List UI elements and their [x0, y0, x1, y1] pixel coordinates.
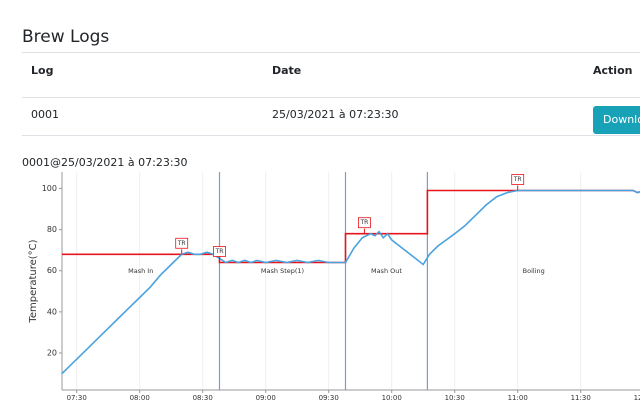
step-label: Boiling [523, 267, 545, 275]
log-cell: 0001 [31, 108, 59, 121]
series-line [61, 189, 640, 375]
y-tick-label: 60 [47, 266, 57, 275]
step-label: Mash Step(1) [261, 267, 304, 275]
marker-box [511, 174, 525, 185]
date-cell: 25/03/2021 à 07:23:30 [272, 108, 399, 121]
x-tick-label: 10:00 [382, 394, 402, 400]
x-tick-label: 12:00 [634, 394, 640, 400]
x-tick-label: 11:30 [571, 394, 591, 400]
marker-box [213, 246, 226, 257]
x-tick-label: 09:00 [256, 394, 276, 400]
y-tick-label: 80 [47, 225, 57, 234]
table-border [22, 135, 640, 136]
x-tick-label: 11:00 [508, 394, 528, 400]
download-button[interactable]: Download [593, 106, 640, 134]
x-tick-label: 09:30 [319, 394, 339, 400]
marker-label: TR [359, 219, 368, 226]
table-border [22, 97, 640, 98]
chart-title: 0001@25/03/2021 à 07:23:30 [22, 156, 188, 169]
y-axis-label: Temperature(°C) [28, 239, 39, 323]
marker-box [175, 237, 189, 249]
column-header: Date [272, 64, 302, 77]
column-header: Action [593, 64, 633, 77]
page-title: Brew Logs [22, 27, 110, 47]
x-tick-label: 08:30 [193, 394, 213, 400]
x-tick-label: 10:30 [445, 394, 465, 400]
marker-label: TR [513, 176, 522, 183]
step-label: Mash In [128, 267, 153, 275]
y-tick-label: 100 [42, 184, 57, 193]
table-border [22, 52, 640, 53]
marker-label: TR [177, 240, 186, 247]
x-tick-label: 08:00 [130, 394, 150, 400]
marker-box [357, 217, 371, 229]
step-label: Mash Out [371, 267, 402, 275]
x-tick-label: 07:30 [67, 394, 87, 400]
y-tick-label: 40 [47, 307, 57, 316]
marker-label: TR [215, 248, 224, 255]
y-tick-label: 20 [47, 348, 57, 357]
column-header: Log [31, 64, 54, 77]
